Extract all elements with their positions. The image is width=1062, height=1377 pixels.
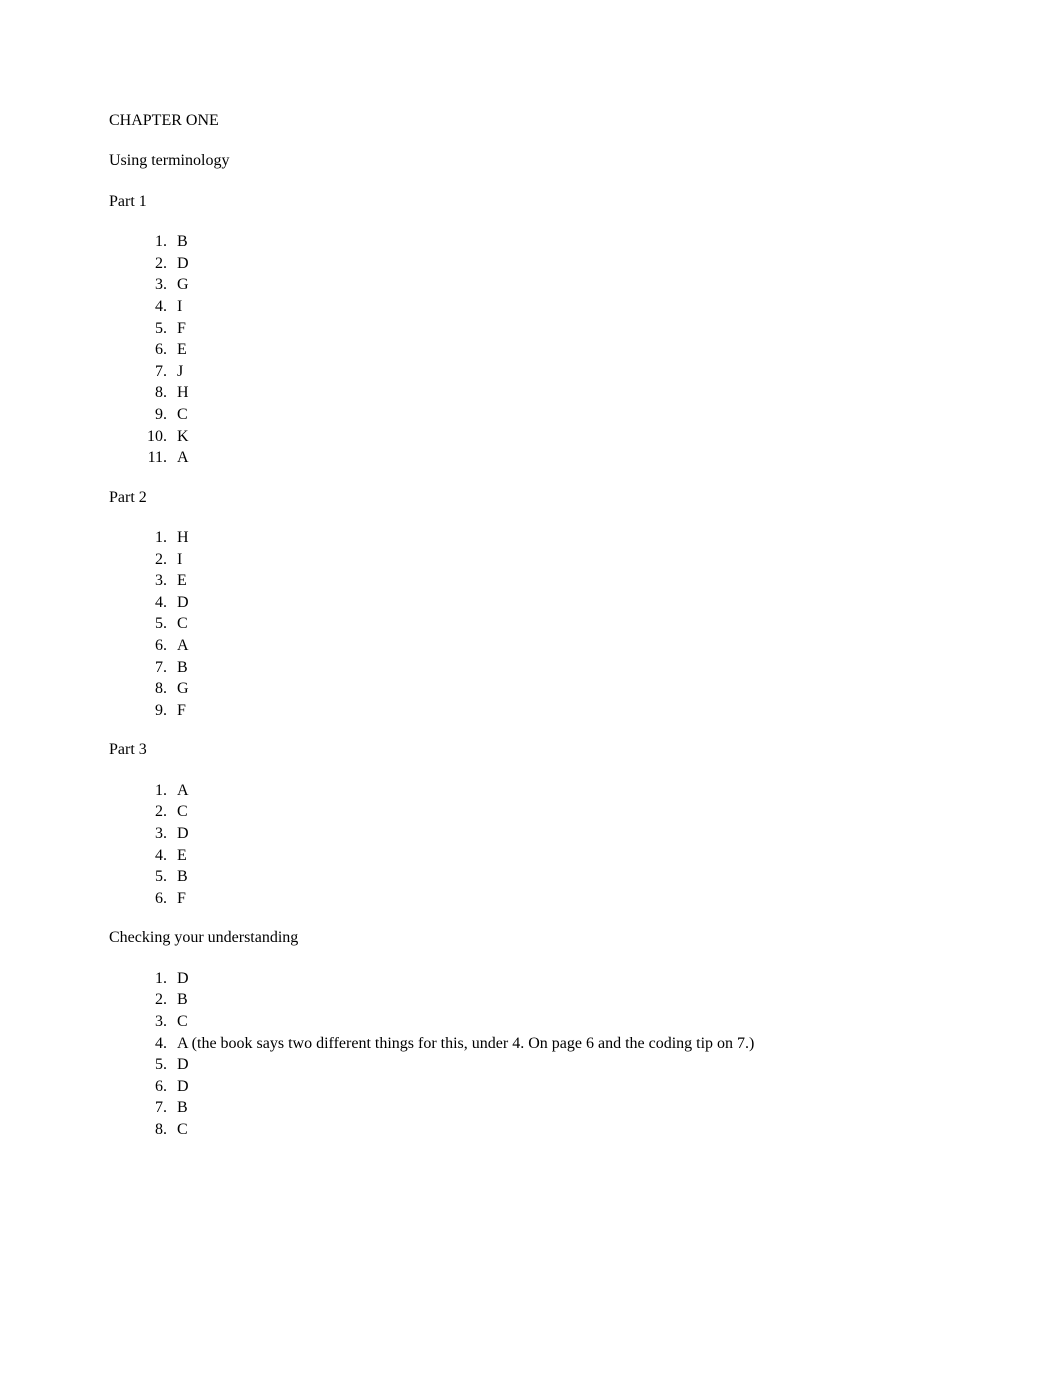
list-item: D bbox=[171, 1076, 953, 1098]
list-item: C bbox=[171, 801, 953, 823]
list-item: J bbox=[171, 361, 953, 383]
section-heading-checking: Checking your understanding bbox=[109, 927, 953, 949]
list-item: B bbox=[171, 866, 953, 888]
list-item: F bbox=[171, 888, 953, 910]
list-item: I bbox=[171, 296, 953, 318]
answer-list-part2: H I E D C A B G F bbox=[109, 527, 953, 721]
list-item: E bbox=[171, 845, 953, 867]
list-item: C bbox=[171, 613, 953, 635]
list-item: B bbox=[171, 1097, 953, 1119]
list-item: C bbox=[171, 1119, 953, 1141]
list-item: H bbox=[171, 527, 953, 549]
list-item: A bbox=[171, 447, 953, 469]
list-item: D bbox=[171, 823, 953, 845]
list-item: G bbox=[171, 274, 953, 296]
part-heading-3: Part 3 bbox=[109, 739, 953, 761]
part-heading-1: Part 1 bbox=[109, 191, 953, 213]
list-item: G bbox=[171, 678, 953, 700]
answer-list-part1: B D G I F E J H C K A bbox=[109, 231, 953, 469]
list-item: D bbox=[171, 968, 953, 990]
list-item: E bbox=[171, 339, 953, 361]
list-item: D bbox=[171, 592, 953, 614]
answer-list-part3: A C D E B F bbox=[109, 780, 953, 910]
list-item: E bbox=[171, 570, 953, 592]
list-item: D bbox=[171, 1054, 953, 1076]
list-item: K bbox=[171, 426, 953, 448]
list-item: F bbox=[171, 700, 953, 722]
list-item: D bbox=[171, 253, 953, 275]
list-item: I bbox=[171, 549, 953, 571]
section-heading-terminology: Using terminology bbox=[109, 150, 953, 172]
list-item: A (the book says two different things fo… bbox=[171, 1033, 953, 1055]
list-item: F bbox=[171, 318, 953, 340]
list-item: H bbox=[171, 382, 953, 404]
chapter-title: CHAPTER ONE bbox=[109, 110, 953, 132]
list-item: B bbox=[171, 989, 953, 1011]
part-heading-2: Part 2 bbox=[109, 487, 953, 509]
list-item: A bbox=[171, 780, 953, 802]
answer-list-checking: D B C A (the book says two different thi… bbox=[109, 968, 953, 1141]
list-item: C bbox=[171, 1011, 953, 1033]
list-item: C bbox=[171, 404, 953, 426]
list-item: A bbox=[171, 635, 953, 657]
list-item: B bbox=[171, 231, 953, 253]
list-item: B bbox=[171, 657, 953, 679]
